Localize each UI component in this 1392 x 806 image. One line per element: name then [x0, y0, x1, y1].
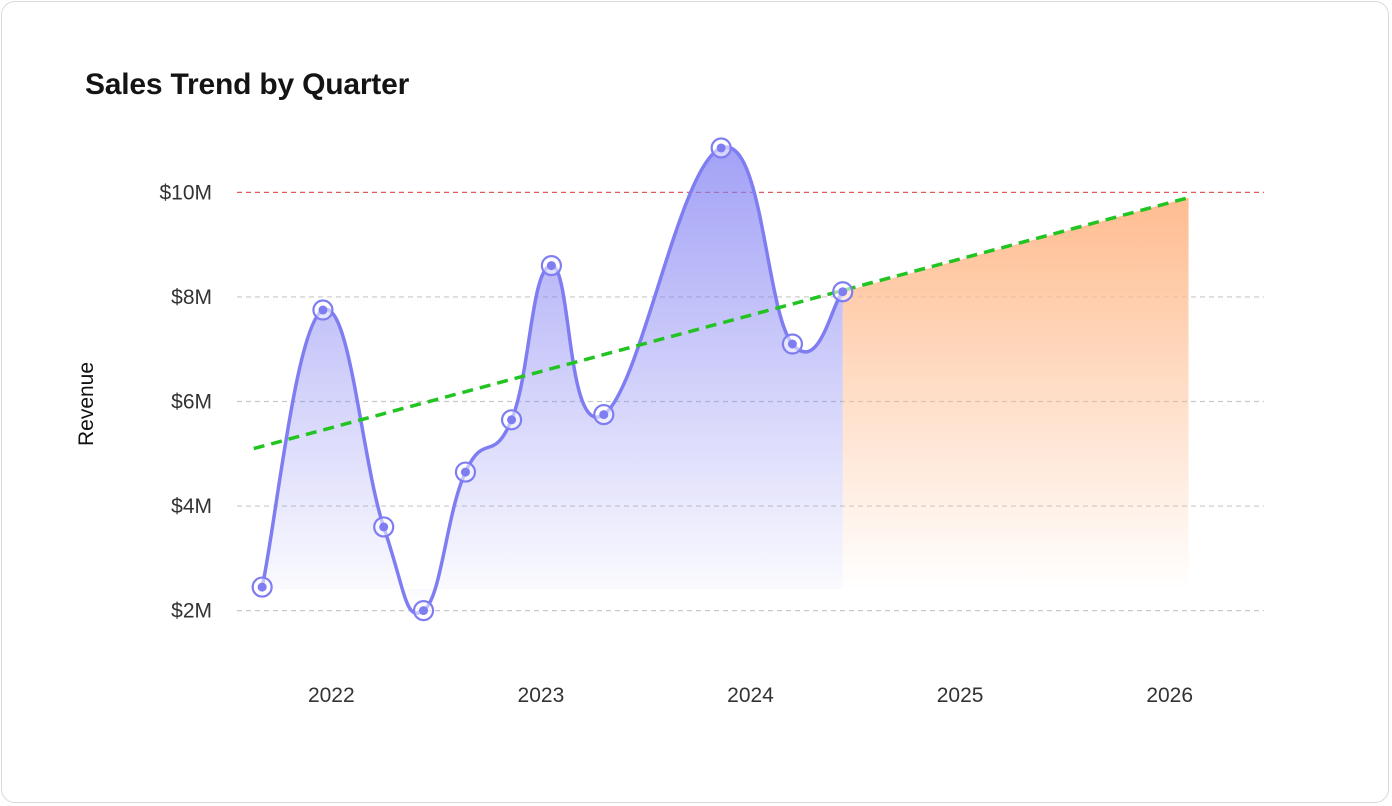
x-tick-label: 2024 [727, 684, 774, 707]
y-axis-label: Revenue [75, 362, 98, 446]
x-tick-label: 2025 [937, 684, 984, 707]
forecast-area [842, 197, 1189, 590]
data-point [419, 606, 429, 616]
data-point [599, 410, 609, 420]
data-point [716, 143, 726, 153]
series-area [262, 147, 843, 614]
data-point [838, 287, 848, 297]
y-tick-label: $8M [171, 286, 212, 309]
x-tick-label: 2022 [308, 684, 355, 707]
data-point [546, 261, 556, 271]
data-point [507, 415, 517, 425]
data-point [787, 339, 797, 349]
x-tick-label: 2026 [1146, 684, 1193, 707]
data-point [257, 582, 267, 592]
series-line [260, 145, 845, 615]
y-tick-label: $10M [159, 181, 212, 204]
y-tick-label: $6M [171, 391, 212, 414]
data-point [379, 522, 389, 532]
y-tick-label: $2M [171, 600, 212, 623]
y-tick-label: $4M [171, 495, 212, 518]
chart-title: Sales Trend by Quarter [85, 68, 410, 101]
data-point [318, 305, 328, 315]
data-point [460, 467, 470, 477]
x-tick-label: 2023 [518, 684, 565, 707]
